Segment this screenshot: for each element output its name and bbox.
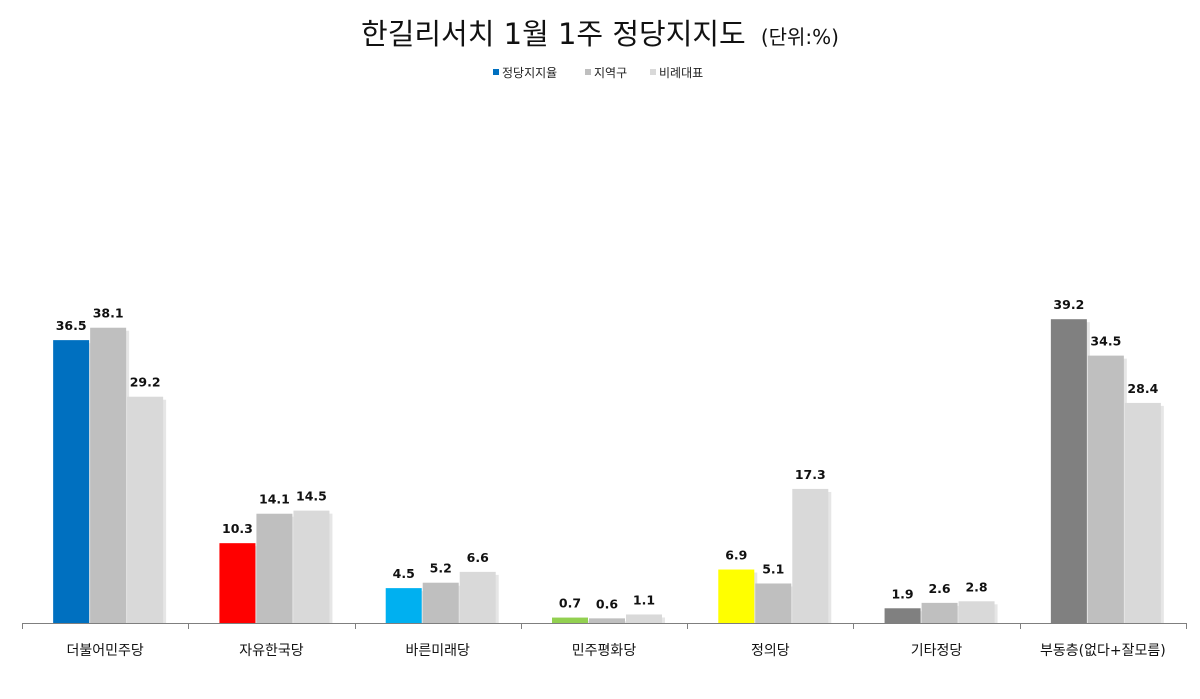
value-label-3-2: 5.2	[430, 561, 452, 576]
value-labels-group: 36.5 38.1 29.2 10.3 14.1 14.5 4.5 5.2 6.6 0.7 0.6 1…	[56, 297, 1159, 611]
bar-4-1	[552, 617, 588, 623]
value-label-5-2: 5.1	[762, 561, 784, 576]
category-label-1: 더불어민주당	[67, 643, 144, 659]
bar-5-3	[792, 488, 829, 623]
bar-5-1	[718, 569, 755, 623]
category-label-2: 자유한국당	[239, 643, 304, 659]
bar-3-2	[422, 582, 459, 623]
value-label-2-2: 14.1	[259, 492, 290, 507]
bar-2-2	[256, 513, 293, 623]
bar-7-1	[1050, 319, 1087, 623]
chart-title: 한길리서치 1월 1주 정당지지도 (단위:%)	[361, 17, 839, 51]
value-label-6-3: 2.8	[965, 579, 987, 594]
bar-4-2	[589, 618, 625, 623]
value-label-5-1: 6.9	[725, 548, 747, 563]
legend-swatch-3	[650, 69, 656, 75]
category-label-4: 민주평화당	[572, 643, 637, 659]
chart-title-unit: (단위:%)	[761, 25, 839, 49]
value-label-4-2: 0.6	[596, 596, 618, 611]
bar-1-3	[127, 396, 164, 623]
bar-2-3	[293, 510, 330, 623]
value-label-7-1: 39.2	[1053, 297, 1084, 312]
value-label-1-2: 38.1	[93, 306, 124, 321]
bar-5-2	[755, 583, 792, 623]
category-label-6: 기타정당	[911, 643, 963, 659]
value-label-7-3: 28.4	[1127, 381, 1158, 396]
chart-title-main: 한길리서치 1월 1주 정당지지도	[361, 17, 746, 51]
bar-6-1	[884, 608, 921, 623]
legend: 정당지지율 지역구 비례대표	[493, 66, 703, 80]
value-label-1-3: 29.2	[130, 375, 161, 390]
bar-3-1	[385, 588, 422, 623]
bar-2-1	[219, 543, 256, 623]
value-label-5-3: 17.3	[795, 467, 826, 482]
legend-label-3: 비례대표	[659, 66, 703, 80]
bars-group	[53, 319, 1164, 623]
bar-4-3	[626, 614, 662, 623]
bar-7-2	[1087, 355, 1124, 623]
category-label-3: 바른미래당	[406, 643, 471, 659]
value-label-2-3: 14.5	[296, 489, 327, 504]
value-label-6-2: 2.6	[928, 581, 950, 596]
category-label-5: 정의당	[751, 643, 790, 659]
x-axis	[22, 623, 1187, 629]
value-label-6-1: 1.9	[891, 586, 913, 601]
category-label-7: 부동층(없다+잘모름)	[1040, 643, 1166, 659]
value-label-3-3: 6.6	[467, 550, 489, 565]
bar-3-3	[459, 571, 496, 623]
legend-label-2: 지역구	[594, 66, 627, 80]
bar-7-3	[1124, 402, 1161, 623]
legend-label-1: 정당지지율	[502, 66, 557, 80]
value-label-2-1: 10.3	[222, 521, 253, 536]
value-label-3-1: 4.5	[393, 566, 415, 581]
bar-1-2	[90, 327, 127, 623]
value-label-4-1: 0.7	[559, 596, 581, 611]
value-label-4-3: 1.1	[633, 592, 655, 607]
bar-6-3	[958, 601, 995, 623]
legend-swatch-2	[585, 69, 591, 75]
category-labels-group: 더불어민주당 자유한국당 바른미래당 민주평화당 정의당 기타정당 부동층(없다+잘모름)	[67, 643, 1166, 659]
value-label-7-2: 34.5	[1090, 334, 1121, 349]
legend-swatch-1	[493, 69, 499, 75]
bar-1-1	[53, 340, 90, 623]
value-label-1-1: 36.5	[56, 318, 87, 333]
bar-6-2	[921, 602, 958, 623]
